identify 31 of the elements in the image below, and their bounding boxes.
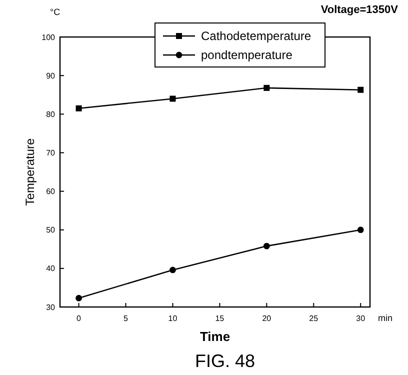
- point: [170, 266, 176, 274]
- text: Voltage=1350V: [320, 4, 399, 16]
- y-tick-label: 60: [46, 187, 56, 196]
- point: [263, 242, 270, 250]
- point: [357, 226, 364, 234]
- point: [76, 105, 82, 112]
- x-tick-label: 25: [309, 314, 319, 323]
- x-tick-label: 20: [262, 314, 272, 323]
- x-tick-label: 10: [168, 314, 178, 323]
- y-tick-label: 40: [46, 264, 56, 274]
- y-axis-title: Temperature: [23, 138, 37, 206]
- y-tick-label: 100: [42, 32, 56, 42]
- point: [170, 96, 176, 102]
- caption: FIG. 48: [194, 351, 256, 371]
- text: min: [378, 313, 393, 323]
- legend-label: pondtemperature: [201, 48, 293, 62]
- point: [358, 86, 364, 93]
- y-tick-label: 80: [46, 110, 56, 119]
- x-tick-label: 30: [356, 314, 366, 323]
- point: [76, 294, 82, 302]
- y-tick-label: 30: [46, 302, 56, 312]
- point: [264, 84, 270, 91]
- x-axis-title: Time: [200, 329, 230, 344]
- y-tick-label: 90: [46, 71, 56, 80]
- x-tick-label: 15: [215, 314, 225, 323]
- y-tick-label: 50: [46, 226, 56, 235]
- x-tick-label: 5: [124, 314, 129, 323]
- legend-label: Cathodetemperature: [201, 29, 312, 44]
- y-tick-label: 70: [46, 148, 56, 158]
- text: °C: [50, 7, 61, 17]
- x-tick-label: 0: [76, 314, 82, 323]
